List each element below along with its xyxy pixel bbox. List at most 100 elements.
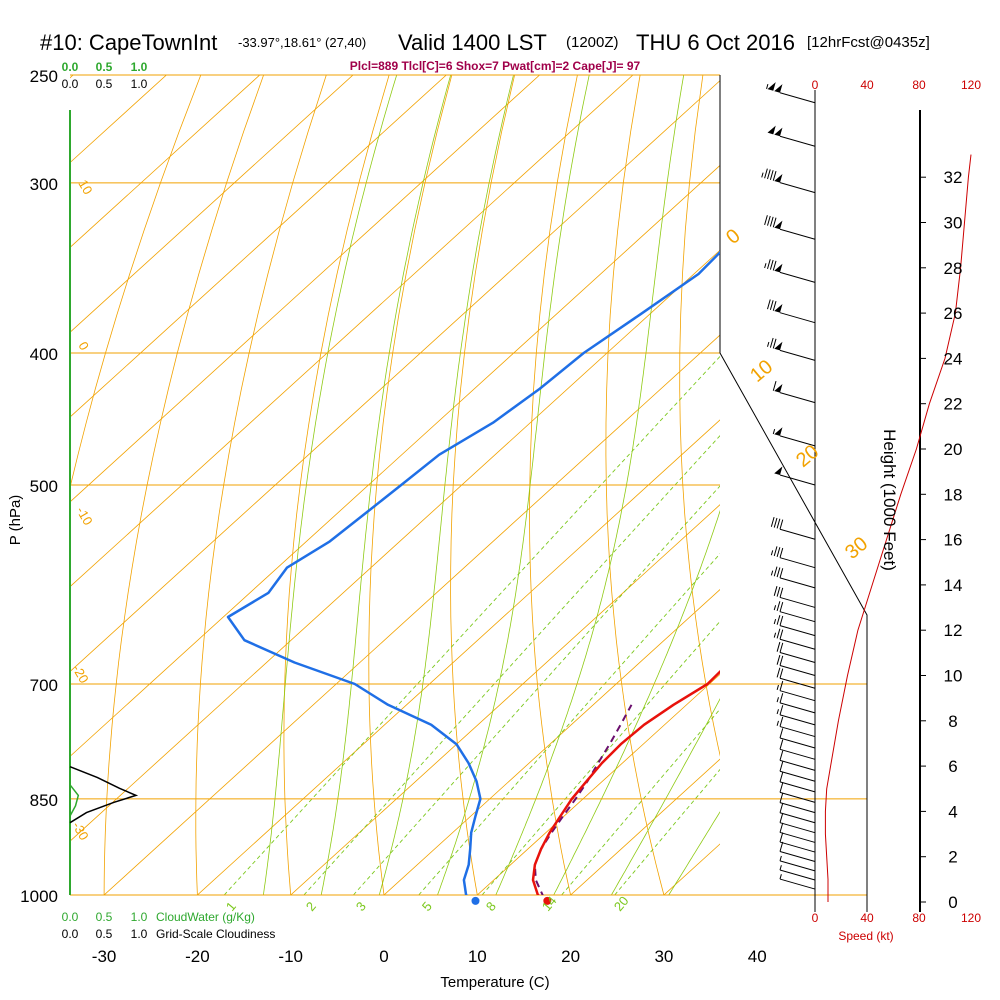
wind-barb-staff [779,822,816,834]
wind-barb-staff [779,869,816,881]
height-tick-label: 6 [948,757,957,776]
isotherm-line [70,80,720,673]
indices-line: Plcl=889 Tlcl[C]=6 Shox=7 Pwat[cm]=2 Cap… [350,59,641,73]
wind-barb-staff [779,312,816,324]
wind-barb-half-flag [770,550,774,556]
dewpoint-line [226,250,720,895]
wind-barb-flag [779,750,784,761]
profiles [226,250,720,895]
height-tick-label: 22 [944,395,963,414]
mixing-ratio-line [418,553,720,895]
wind-barb-flag [779,812,784,823]
dry-adiabat-label: -10 [73,504,95,528]
wind-barb-flag [773,546,778,557]
pressure-tick-label: 700 [30,676,58,695]
wind-barb-staff [779,677,816,689]
wind-barb-flag [779,642,784,653]
cloudiness-scale-top: 0.0 [62,77,79,91]
mixing-ratio-label: 14 [539,893,560,914]
isobar-grid [70,74,867,896]
wind-barb-flag [773,517,778,528]
isotherm-line [383,589,720,895]
wind-barb-flag [764,168,768,179]
cloudiness-scale-top: 1.0 [131,77,148,91]
wind-barb-half-flag [773,619,777,625]
moist-adiabat-line [668,811,720,895]
temperature-tick-label: -20 [185,947,210,966]
cloudiness-scale-top: 0.5 [96,77,113,91]
cloudiness-profile [69,766,139,824]
cloudwater-scale-top: 0.0 [62,60,79,74]
moist-adiabat-line [437,75,590,895]
wind-barb-pennant [774,220,783,230]
dry-adiabat-grid [70,0,1000,951]
surface-dewpoint-dot [471,896,480,905]
wind-barb-staff [779,435,816,447]
moist-adiabat-grid [262,75,720,895]
wind-barb-pennant [774,304,783,313]
wind-barb-staff [779,812,816,824]
cloud-scale-labels: 0.0 0.0 0.5 0.5 1.0 1.0 0.0 0.0 0.5 0.5 1.0 1.0 [62,60,148,941]
pressure-ticks: 250 300 400 500 700 850 1000 [20,67,58,906]
pressure-tick-label: 850 [30,791,58,810]
wind-barb-staff [779,878,816,890]
dry-adiabat-line [888,0,1000,951]
cloudiness-scale-bottom: 0.5 [96,927,113,941]
wind-barb-flag [779,822,784,833]
dry-adiabat-line [679,75,720,757]
wind-barb-flag [776,615,781,625]
wind-barb-flag [776,641,781,652]
wind-barb-staff [779,737,816,749]
wind-barb-flag [769,259,774,270]
wind-barb-staff [779,851,816,863]
temperature-axis-label: Temperature (C) [440,974,549,991]
height-axis-label: Height (1000 Feet) [880,429,899,571]
wind-barb-staff [779,652,816,663]
temperature-tick-label: -10 [278,947,303,966]
title-zulu: (1200Z) [566,34,619,51]
wind-barb-staff [779,596,816,608]
isotherm-line [0,0,32,951]
wind-barb-flag [773,586,778,596]
cloudwater-scale-label: CloudWater (g/Kg) [156,910,255,924]
wind-barb-staff [779,831,816,843]
wind-barb-staff [779,702,816,714]
isotherm-line [70,249,720,842]
wind-barbs [761,82,816,890]
height-tick-label: 28 [944,259,963,278]
wind-barb-half-flag [779,874,782,880]
speed-tick-label-top: 40 [860,78,874,92]
mixing-ratio-label: 2 [303,899,319,914]
height-tick-label: 20 [944,440,963,459]
wind-barb-flag [767,299,771,310]
surface-temperature-dot [543,896,552,905]
isotherm-line [70,75,354,333]
title-valid: Valid 1400 LST [398,30,547,55]
cloudwater-scale-bottom: 0.0 [62,910,79,924]
wind-barb-flag [779,832,784,843]
wind-barb-flag [779,519,784,530]
temperature-tick-label: -30 [92,947,117,966]
wind-barb-flag [779,668,784,679]
wind-barb-half-flag [776,697,779,703]
wind-barb-flag [772,260,777,271]
dry-adiabat-line [368,75,453,895]
wind-barb-staff [779,349,816,361]
temperature-tick-label: 30 [654,947,673,966]
dry-adiabat-line [283,75,390,895]
wind-barb-flag [776,667,781,678]
wind-barb-flag [779,792,784,803]
mixing-ratio-label: 3 [353,899,369,914]
wind-barb-staff [779,770,816,782]
wind-barb-staff [779,759,816,771]
pressure-tick-label: 250 [30,67,58,86]
wind-barb-staff [779,665,816,676]
wind-barb-staff [779,841,816,853]
isotherm-line [196,419,720,895]
moist-adiabat-line [495,75,685,895]
wind-barb-flag [776,518,781,529]
pressure-tick-label: 300 [30,175,58,194]
cloudwater-scale-bottom: 0.5 [96,910,113,924]
wind-barb-flag [776,654,781,665]
